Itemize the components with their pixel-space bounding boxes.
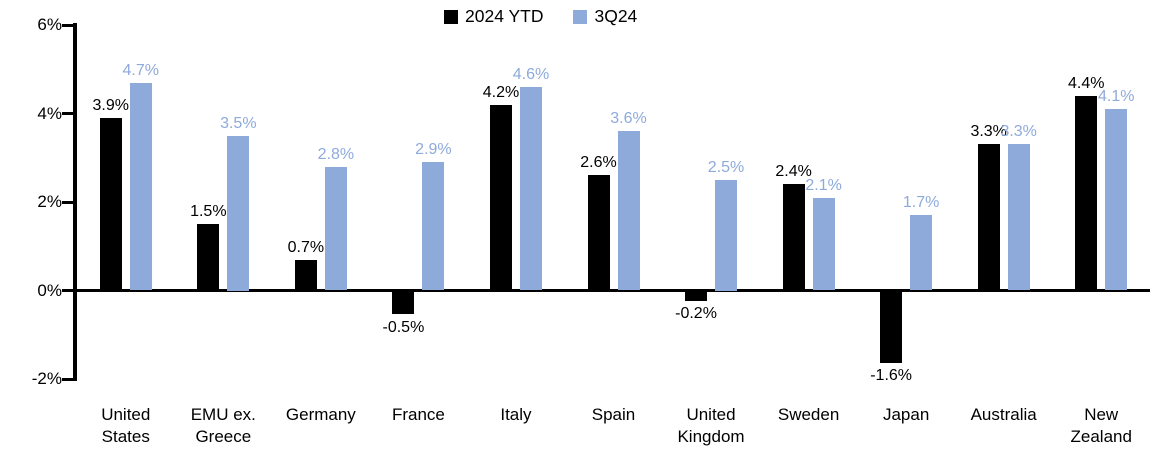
legend-item-3q24: 3Q24 xyxy=(573,6,637,27)
value-label: 4.4% xyxy=(1067,74,1105,92)
bar-2024-ytd xyxy=(977,144,1000,291)
y-axis-tick xyxy=(62,23,75,27)
value-label: 3.5% xyxy=(220,114,257,132)
y-axis-tick xyxy=(62,200,75,204)
value-label: 3.3% xyxy=(1000,123,1037,141)
bar-2024-ytd xyxy=(99,117,122,291)
bar-3q24 xyxy=(227,135,250,291)
legend-swatch-3q24 xyxy=(573,9,588,24)
y-tick-label: 6% xyxy=(37,15,62,34)
bar-3q24 xyxy=(715,179,738,291)
category-label: Germany xyxy=(285,405,356,424)
bar-2024-ytd xyxy=(489,104,512,291)
y-tick-label: -2% xyxy=(31,369,62,388)
bar-2024-ytd xyxy=(1075,95,1098,291)
bar-3q24 xyxy=(422,162,445,291)
y-axis-line xyxy=(73,23,77,381)
x-axis-line xyxy=(75,289,1150,292)
legend: 2024 YTD 3Q24 xyxy=(444,6,637,27)
y-tick-label: 0% xyxy=(37,280,62,300)
bar-2024-ytd xyxy=(880,292,903,363)
category-label: Italy xyxy=(500,405,532,424)
category-label: Sweden xyxy=(777,405,840,424)
value-label: 2.1% xyxy=(805,176,842,194)
category-label: United States xyxy=(101,405,151,447)
value-label: 1.5% xyxy=(190,203,227,221)
category-label: New Zealand xyxy=(1070,405,1132,447)
bar-3q24 xyxy=(324,166,347,291)
value-label: 2.8% xyxy=(317,145,355,163)
bar-3q24 xyxy=(812,197,835,291)
value-label: 3.9% xyxy=(92,96,129,114)
legend-label-3q24: 3Q24 xyxy=(594,6,638,26)
value-label: -1.6% xyxy=(870,367,913,385)
bar-2024-ytd xyxy=(782,184,805,291)
category-label: Spain xyxy=(591,405,636,424)
value-label: 3.6% xyxy=(610,110,647,128)
bar-3q24 xyxy=(910,215,933,291)
bar-2024-ytd xyxy=(294,259,317,291)
value-label: 2.6% xyxy=(580,154,617,172)
value-label: 4.1% xyxy=(1097,88,1135,106)
y-axis-tick xyxy=(62,112,75,115)
bar-3q24 xyxy=(1007,144,1030,291)
value-label: 3.3% xyxy=(970,123,1007,141)
y-axis-tick xyxy=(62,289,75,292)
value-label: 2.9% xyxy=(415,141,452,159)
bar-2024-ytd xyxy=(587,175,610,291)
value-label: -0.2% xyxy=(675,305,717,323)
bar-3q24 xyxy=(519,86,542,291)
bar-2024-ytd xyxy=(685,292,708,301)
value-label: 2.4% xyxy=(775,163,812,181)
value-label: 4.6% xyxy=(512,65,550,83)
legend-label-2024-ytd: 2024 YTD xyxy=(465,6,544,26)
bar-3q24 xyxy=(1105,109,1128,291)
y-tick-label: 2% xyxy=(37,192,62,211)
value-label: 4.7% xyxy=(122,61,159,79)
category-label: EMU ex. Greece xyxy=(190,405,256,447)
bar-2024-ytd xyxy=(392,292,415,315)
y-axis-tick xyxy=(62,377,75,381)
value-label: -0.5% xyxy=(382,318,425,336)
legend-swatch-2024-ytd xyxy=(444,9,458,24)
bar-3q24 xyxy=(129,82,152,291)
bar-2024-ytd xyxy=(197,224,220,291)
category-label: France xyxy=(391,405,445,424)
category-label: Australia xyxy=(970,405,1037,424)
value-label: 2.5% xyxy=(707,158,745,176)
value-label: 0.7% xyxy=(287,238,325,256)
y-tick-label: 4% xyxy=(37,103,62,123)
value-label: 4.2% xyxy=(482,83,520,101)
category-label: United Kingdom xyxy=(677,405,745,447)
value-label: 1.7% xyxy=(902,194,940,212)
legend-item-2024-ytd: 2024 YTD xyxy=(444,6,543,27)
bar-3q24 xyxy=(617,131,640,291)
category-label: Japan xyxy=(882,405,930,424)
